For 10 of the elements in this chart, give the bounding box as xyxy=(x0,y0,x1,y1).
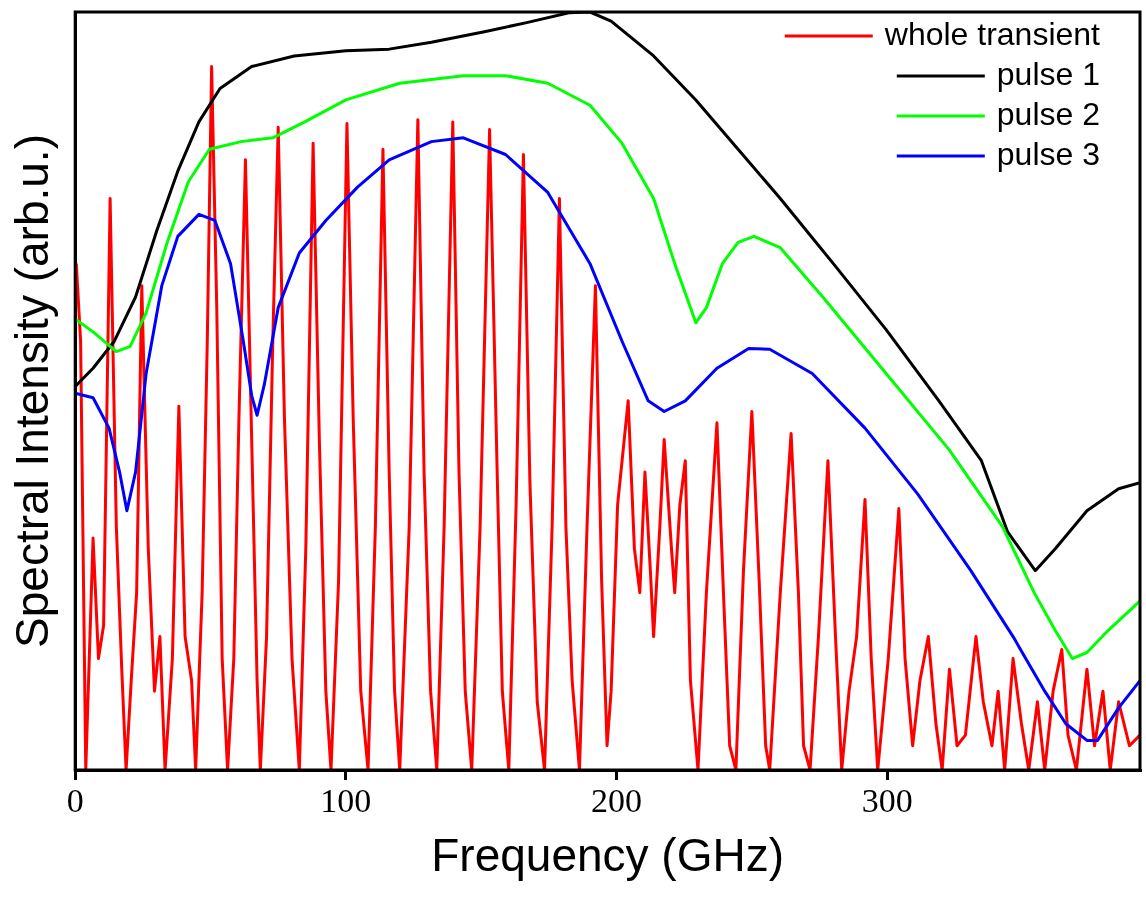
legend-label: pulse 2 xyxy=(996,95,1100,132)
x-tick-label: 0 xyxy=(66,782,84,820)
x-tick-label: 200 xyxy=(591,782,643,820)
legend-label: whole transient xyxy=(883,15,1101,52)
x-tick-label: 300 xyxy=(861,782,913,820)
y-axis-title: Spectral Intensity (arb.u.) xyxy=(6,134,59,648)
legend-label: pulse 1 xyxy=(996,55,1100,92)
x-tick-label: 100 xyxy=(320,782,372,820)
x-axis-title: Frequency (GHz) xyxy=(431,829,784,882)
legend-label: pulse 3 xyxy=(996,135,1100,172)
